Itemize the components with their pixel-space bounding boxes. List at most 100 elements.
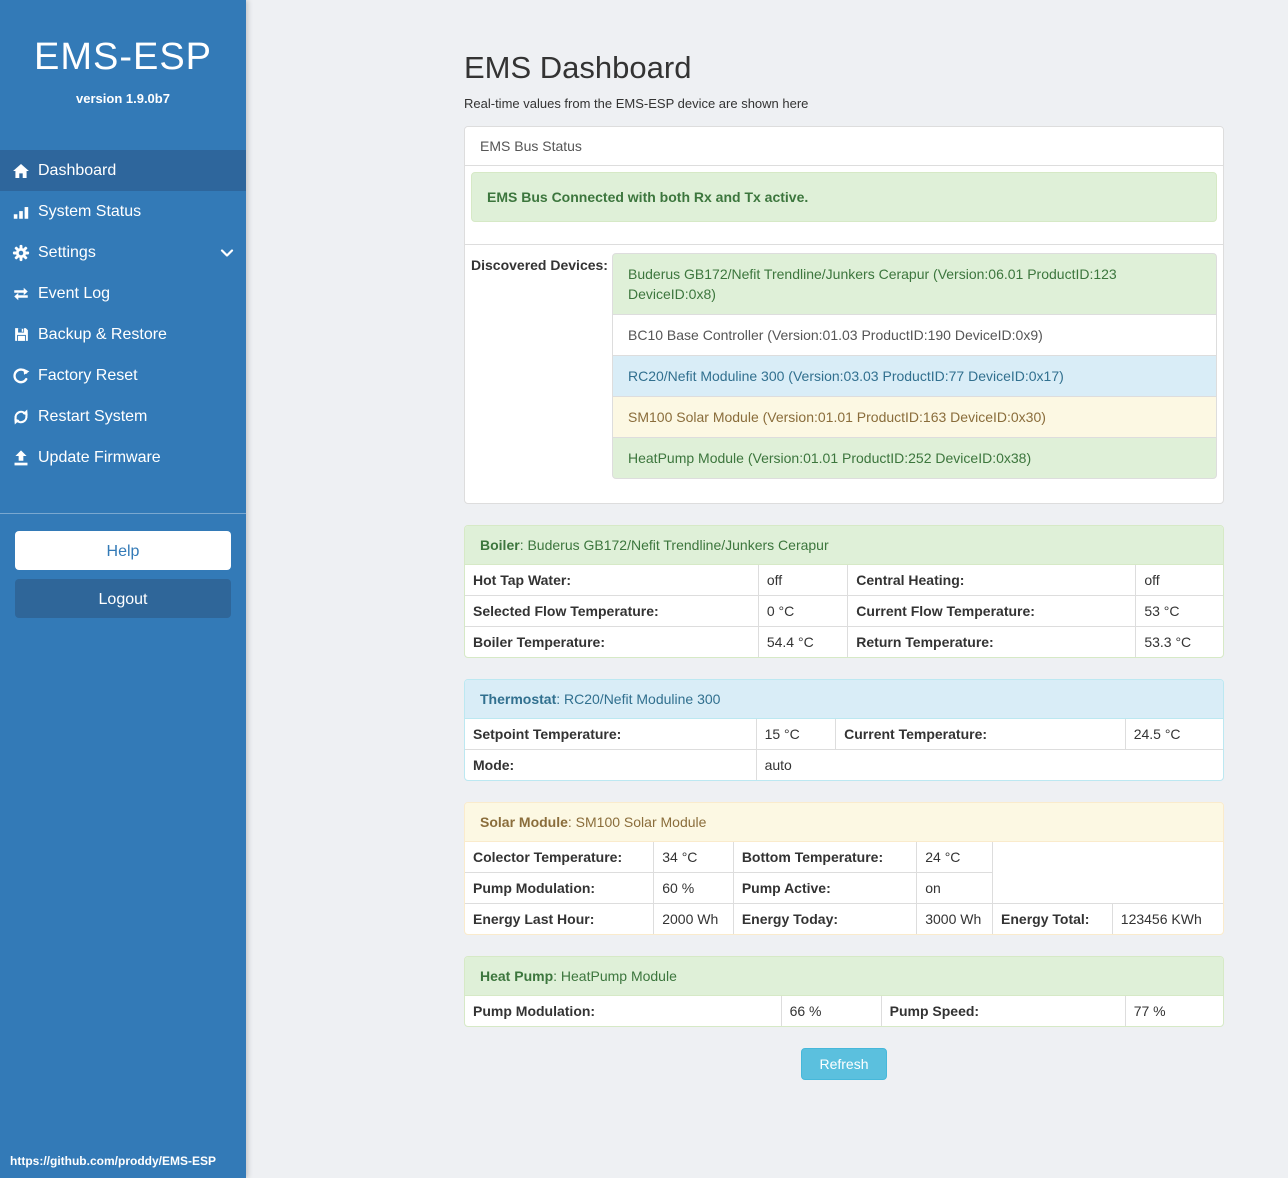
discovered-devices-section: Discovered Devices: Buderus GB172/Nefit …	[465, 244, 1223, 503]
cell-value: auto	[755, 749, 1223, 780]
panel-heading: Heat Pump: HeatPump Module	[465, 957, 1223, 996]
sidebar-item-dashboard[interactable]: Dashboard	[0, 150, 246, 191]
device-list: Buderus GB172/Nefit Trendline/Junkers Ce…	[612, 253, 1217, 479]
cell-value: on	[916, 872, 994, 904]
app-title: EMS-ESP	[33, 36, 213, 78]
cell-value: 34 °C	[653, 842, 734, 873]
solar-table: Colector Temperature: 34 °C Bottom Tempe…	[465, 842, 1223, 934]
table-row: Boiler Temperature: 54.4 °C Return Tempe…	[465, 626, 1223, 657]
boiler-table: Hot Tap Water: off Central Heating: off …	[465, 565, 1223, 657]
upload-icon	[8, 449, 34, 467]
gear-icon	[8, 244, 34, 262]
sidebar-item-restart-system[interactable]: Restart System	[0, 396, 246, 437]
cell-label: Bottom Temperature:	[732, 842, 918, 873]
sidebar-item-label: Restart System	[38, 407, 148, 425]
cell-label: Current Flow Temperature:	[847, 595, 1137, 627]
refresh-button[interactable]: Refresh	[801, 1048, 887, 1080]
table-row: Colector Temperature: 34 °C Bottom Tempe…	[465, 842, 1223, 873]
save-icon	[8, 326, 34, 343]
cell-value: 60 %	[653, 872, 734, 904]
page-subtitle: Real-time values from the EMS-ESP device…	[464, 96, 809, 111]
solar-module-panel: Solar Module: SM100 Solar Module Colecto…	[464, 802, 1224, 935]
panel-title: Heat Pump	[480, 968, 554, 984]
table-row: Mode: auto	[465, 749, 1223, 780]
cell-value: off	[1135, 565, 1223, 596]
panel-title: Boiler	[480, 537, 520, 553]
cell-label: Pump Active:	[732, 872, 918, 904]
discovered-devices-label: Discovered Devices:	[471, 257, 608, 273]
sidebar-item-system-status[interactable]: System Status	[0, 191, 246, 232]
list-item-device: RC20/Nefit Moduline 300 (Version:03.03 P…	[612, 355, 1217, 397]
table-row: Selected Flow Temperature: 0 °C Current …	[465, 595, 1223, 627]
cell-empty	[993, 842, 1223, 873]
exchange-icon	[8, 285, 34, 303]
cell-label: Central Heating:	[847, 565, 1137, 596]
sidebar-item-label: System Status	[38, 202, 142, 220]
cell-label: Pump Modulation:	[465, 872, 655, 904]
panel-heading: EMS Bus Status	[465, 127, 1223, 166]
panel-title-detail: : RC20/Nefit Moduline 300	[556, 691, 721, 707]
table-row: Setpoint Temperature: 15 °C Current Temp…	[465, 719, 1223, 750]
panel-title-detail: : HeatPump Module	[553, 968, 677, 984]
cell-label: Colector Temperature:	[465, 842, 655, 873]
panel-title: Thermostat	[480, 691, 557, 707]
sidebar-item-event-log[interactable]: Event Log	[0, 273, 246, 314]
cell-label: Setpoint Temperature:	[465, 719, 757, 750]
cell-label: Return Temperature:	[847, 626, 1137, 657]
github-link[interactable]: https://github.com/proddy/EMS-ESP	[10, 1154, 216, 1168]
cell-empty	[993, 873, 1223, 904]
sidebar-item-update-firmware[interactable]: Update Firmware	[0, 437, 246, 478]
main-area: EMS Dashboard Real-time values from the …	[246, 0, 1288, 1178]
cell-value: 53.3 °C	[1135, 626, 1223, 657]
panel-heading: Solar Module: SM100 Solar Module	[465, 803, 1223, 842]
cell-value: 66 %	[780, 996, 882, 1026]
table-row: Pump Modulation: 66 % Pump Speed: 77 %	[465, 996, 1223, 1026]
cell-label: Pump Speed:	[880, 996, 1126, 1026]
cell-value: 24.5 °C	[1124, 719, 1223, 750]
list-item-device: SM100 Solar Module (Version:01.01 Produc…	[612, 396, 1217, 438]
sidebar-item-backup-restore[interactable]: Backup & Restore	[0, 314, 246, 355]
cell-label: Current Temperature:	[835, 719, 1126, 750]
cell-value: 0 °C	[757, 595, 849, 627]
brand: EMS-ESP version 1.9.0b7	[0, 0, 246, 106]
table-row: Energy Last Hour: 2000 Wh Energy Today: …	[465, 903, 1223, 934]
heat-pump-table: Pump Modulation: 66 % Pump Speed: 77 %	[465, 996, 1223, 1026]
sidebar-item-factory-reset[interactable]: Factory Reset	[0, 355, 246, 396]
sidebar-item-label: Dashboard	[38, 161, 117, 179]
cell-value: 2000 Wh	[653, 903, 734, 934]
sidebar-item-label: Update Firmware	[38, 448, 161, 466]
cell-value: 77 %	[1124, 996, 1223, 1026]
sidebar-item-label: Event Log	[38, 284, 111, 302]
boiler-panel: Boiler: Buderus GB172/Nefit Trendline/Ju…	[464, 525, 1224, 658]
cell-value: 3000 Wh	[916, 903, 994, 934]
panel-title: Solar Module	[480, 814, 568, 830]
heat-pump-panel: Heat Pump: HeatPump Module Pump Modulati…	[464, 956, 1224, 1027]
cell-value: 54.4 °C	[757, 626, 849, 657]
help-button[interactable]: Help	[15, 531, 231, 570]
list-item-device: HeatPump Module (Version:01.01 ProductID…	[612, 437, 1217, 479]
sidebar: EMS-ESP version 1.9.0b7 Dashboard System…	[0, 0, 246, 1178]
cell-label: Boiler Temperature:	[465, 626, 759, 657]
app-version: version 1.9.0b7	[76, 91, 170, 106]
panel-title-detail: : SM100 Solar Module	[567, 814, 707, 830]
panel-heading: Boiler: Buderus GB172/Nefit Trendline/Ju…	[465, 526, 1223, 565]
panel-title-detail: : Buderus GB172/Nefit Trendline/Junkers …	[519, 537, 829, 553]
bus-connected-alert: EMS Bus Connected with both Rx and Tx ac…	[471, 172, 1217, 222]
sidebar-item-label: Backup & Restore	[38, 325, 167, 343]
sidebar-item-label: Factory Reset	[38, 366, 138, 384]
logout-button[interactable]: Logout	[15, 579, 231, 618]
cell-label: Energy Total:	[992, 903, 1113, 934]
sidebar-nav: Dashboard System Status	[0, 150, 246, 478]
list-item-device: Buderus GB172/Nefit Trendline/Junkers Ce…	[612, 253, 1217, 315]
sidebar-item-settings[interactable]: Settings	[0, 232, 246, 273]
panel-heading: Thermostat: RC20/Nefit Moduline 300	[465, 680, 1223, 719]
cell-value: 53 °C	[1135, 595, 1223, 627]
home-icon	[8, 162, 34, 180]
bus-status-body: EMS Bus Connected with both Rx and Tx ac…	[465, 166, 1223, 244]
sidebar-item-label: Settings	[38, 243, 96, 261]
chevron-down-icon	[220, 248, 234, 258]
table-row: Pump Modulation: 60 % Pump Active: on	[465, 872, 1223, 904]
sync-icon	[8, 408, 34, 426]
cell-label: Selected Flow Temperature:	[465, 595, 759, 627]
cell-label: Energy Last Hour:	[465, 903, 655, 934]
